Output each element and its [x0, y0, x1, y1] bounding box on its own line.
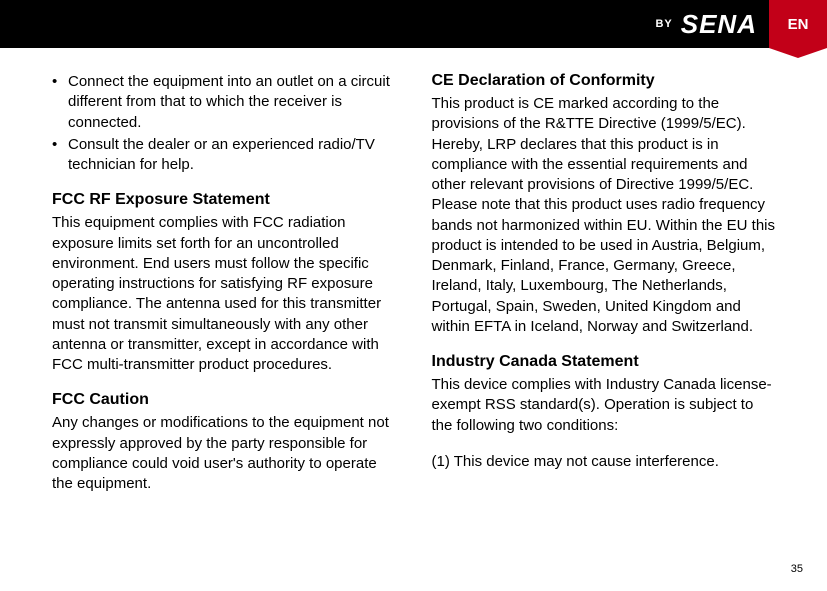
bullet-list: Connect the equipment into an outlet on … [52, 72, 396, 175]
right-column: CE Declaration of Conformity This produc… [432, 72, 776, 510]
page-number: 35 [791, 563, 803, 575]
sena-logo: SENA [681, 9, 757, 40]
body-text: This device complies with Industry Canad… [432, 375, 776, 436]
left-column: Connect the equipment into an outlet on … [52, 72, 396, 510]
section-heading-ce: CE Declaration of Conformity [432, 72, 776, 90]
language-badge: EN [769, 0, 827, 48]
bullet-item: Consult the dealer or an experienced rad… [52, 135, 396, 176]
section-heading-fcc-caution: FCC Caution [52, 391, 396, 409]
page-header: BY SENA EN [0, 0, 827, 48]
body-text: This product is CE marked according to t… [432, 94, 776, 337]
content-area: Connect the equipment into an outlet on … [0, 48, 827, 510]
body-text: This equipment complies with FCC radiati… [52, 213, 396, 375]
section-heading-fcc-rf: FCC RF Exposure Statement [52, 191, 396, 209]
section-heading-industry-canada: Industry Canada Statement [432, 353, 776, 371]
numbered-item: (1) This device may not cause interferen… [432, 452, 776, 472]
body-text: Any changes or modifications to the equi… [52, 413, 396, 494]
badge-triangle-icon [769, 48, 827, 58]
bullet-item: Connect the equipment into an outlet on … [52, 72, 396, 133]
by-label: BY [655, 18, 672, 30]
logo-group: BY SENA [655, 9, 757, 40]
